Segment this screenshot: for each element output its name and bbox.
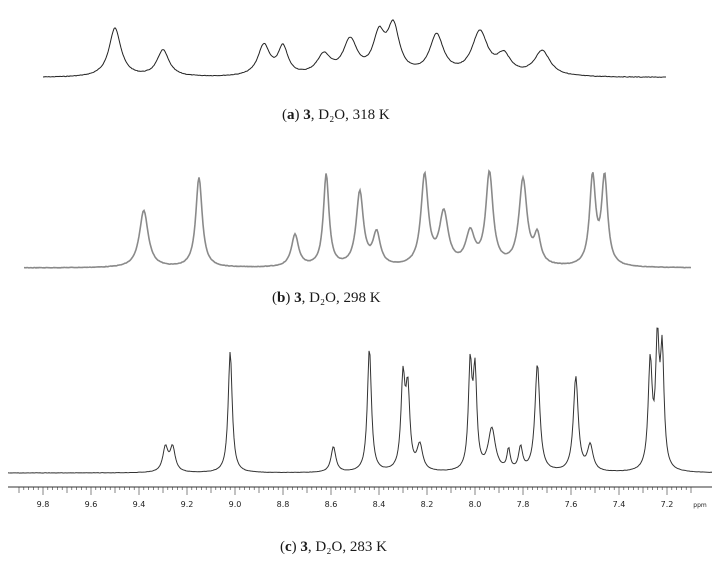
axis-tick-label: 9.8 xyxy=(37,500,50,509)
caption-a-text: , D₂O, 318 K xyxy=(310,107,390,123)
axis-tick-label: 7.2 xyxy=(661,500,674,509)
caption-c-compound: 3 xyxy=(300,539,308,555)
caption-b: (b) 3, D₂O, 298 K xyxy=(272,290,381,306)
caption-b-letter: b xyxy=(277,290,286,306)
axis-tick-label: 9.6 xyxy=(85,500,98,509)
caption-c-text: , D₂O, 283 K xyxy=(307,539,387,555)
axis-tick-label: 8.8 xyxy=(277,500,290,509)
caption-b-text: , D₂O, 298 K xyxy=(301,290,381,306)
axis-tick-label: 7.8 xyxy=(517,500,530,509)
axis-tick-label: 9.4 xyxy=(133,500,146,509)
spectrum-panel-a xyxy=(42,19,667,78)
spectrum-trace-b xyxy=(23,169,692,269)
axis-tick-label: 9.0 xyxy=(229,500,242,509)
axis-tick-label: 7.4 xyxy=(613,500,626,509)
caption-c: (c) 3, D₂O, 283 K xyxy=(280,539,387,555)
axis-tick-label: 7.6 xyxy=(565,500,578,509)
caption-a-compound: 3 xyxy=(303,107,311,123)
axis-tick-label: 8.0 xyxy=(469,500,482,509)
axis-tick-label: 8.2 xyxy=(421,500,434,509)
spectrum-trace-a xyxy=(42,19,667,78)
spectrum-panel-b xyxy=(23,169,692,269)
spectrum-panel-c: 9.8 9.6 9.4 9.2 9.0 8.8 8.6 8.4 8.2 8.0 7.8 7.6 7.4 7… xyxy=(7,327,713,509)
ppm-axis: 9.8 9.6 9.4 9.2 9.0 8.8 8.6 8.4 8.2 8.0 7.8 7.6 7.4 7… xyxy=(8,486,712,509)
caption-b-compound: 3 xyxy=(294,290,302,306)
axis-tick-label: 9.2 xyxy=(181,500,194,509)
spectrum-trace-c xyxy=(7,327,713,474)
axis-tick-label: 8.4 xyxy=(373,500,386,509)
caption-c-letter: c xyxy=(285,539,292,555)
axis-unit-label: ppm xyxy=(693,502,707,509)
caption-a: (a) 3, D₂O, 318 K xyxy=(282,107,390,123)
caption-a-letter: a xyxy=(287,107,295,123)
axis-tick-label: 8.6 xyxy=(325,500,338,509)
